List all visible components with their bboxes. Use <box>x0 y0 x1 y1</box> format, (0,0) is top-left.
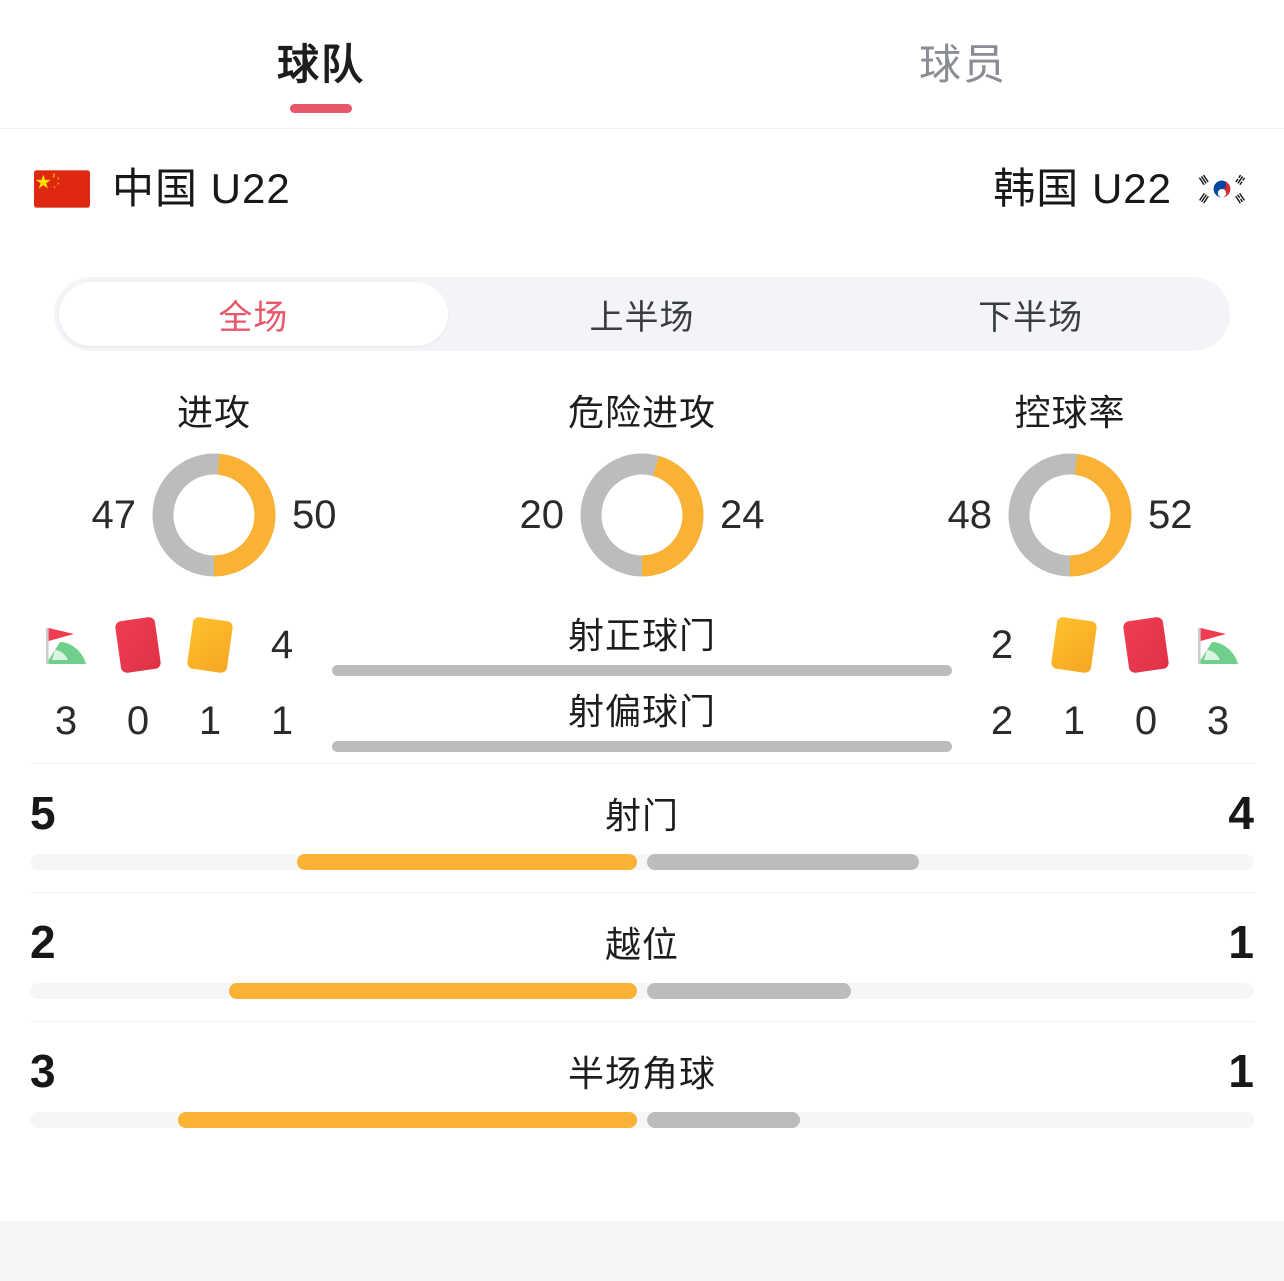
tab-inactive-indicator <box>932 104 994 113</box>
stat-half-corners-bar <box>30 1112 1254 1128</box>
page-footer-spacer <box>0 1221 1284 1281</box>
away-yellow-card-stat: 1 <box>1038 607 1110 759</box>
away-team-name: 韩国 U22 <box>993 165 1172 212</box>
stat-offsides-bar <box>30 983 1254 999</box>
away-red-card-stat: 0 <box>1110 607 1182 759</box>
away-corner-value: 3 <box>1206 699 1230 743</box>
stat-shots-bar <box>30 854 1254 870</box>
yellow-card-icon <box>1050 607 1098 683</box>
shots-on-target-bar <box>332 664 952 676</box>
segment-fulltime[interactable]: 全场 <box>59 282 448 346</box>
home-corner-stat: 3 <box>30 607 102 759</box>
tab-active-indicator <box>290 104 352 113</box>
period-filter-wrap: 全场 上半场 下半场 <box>0 249 1284 351</box>
red-card-icon <box>1122 607 1170 683</box>
donut-possession-title: 控球率 <box>1014 392 1126 433</box>
donut-attacks-away-value: 50 <box>292 492 337 537</box>
discipline-and-shots-block: 3 0 1 4 1 射正球门 <box>0 591 1284 763</box>
tab-player-label: 球员 <box>918 41 1007 88</box>
donut-possession: 控球率 48 52 <box>856 391 1284 577</box>
top-tab-bar: 球队 球员 <box>0 0 1284 129</box>
stat-offsides-away-value: 1 <box>1228 916 1254 968</box>
stat-half-corners-home-value: 3 <box>30 1045 56 1097</box>
stat-offsides-label: 越位 <box>604 924 679 965</box>
stat-row-half-corners: 3 半场角球 1 <box>30 1021 1254 1150</box>
period-segmented-control: 全场 上半场 下半场 <box>54 277 1230 351</box>
stat-shots-home-fill <box>296 854 638 870</box>
south-korea-flag-icon <box>1194 170 1250 208</box>
segment-first-half[interactable]: 上半场 <box>448 282 837 346</box>
donut-dangerous-attacks-title: 危险进攻 <box>567 392 716 433</box>
stat-offsides-home-fill <box>228 983 638 999</box>
segment-second-half-label: 下半场 <box>978 298 1084 337</box>
shots-on-target-row: 射正球门 <box>332 607 952 683</box>
teams-header: 中国 U22 韩国 U22 <box>0 129 1284 249</box>
home-icon-stats: 3 0 1 4 1 <box>30 607 318 759</box>
away-corner-stat: 3 <box>1182 607 1254 759</box>
donut-attacks-home-value: 47 <box>91 492 137 537</box>
corner-flag-icon <box>1190 607 1246 683</box>
red-card-icon <box>114 607 162 683</box>
stat-half-corners-label: 半场角球 <box>567 1053 716 1094</box>
donut-attacks-title: 进攻 <box>176 392 251 433</box>
tab-team-label: 球队 <box>276 41 365 88</box>
stat-half-corners-away-fill <box>646 1112 800 1128</box>
stat-half-corners-home-fill <box>178 1112 638 1128</box>
stat-shots-home-value: 5 <box>30 787 56 839</box>
china-flag-icon <box>34 170 90 208</box>
yellow-card-icon <box>186 607 234 683</box>
home-red-card-stat: 0 <box>102 607 174 759</box>
stat-shots-away-value: 4 <box>1228 787 1254 839</box>
home-shots-off-target-value: 1 <box>270 699 294 743</box>
away-team[interactable]: 韩国 U22 <box>993 165 1250 213</box>
stat-offsides-away-fill <box>646 983 851 999</box>
stat-row-offsides: 2 越位 1 <box>30 892 1254 1021</box>
away-yellow-card-value: 1 <box>1062 699 1086 743</box>
home-red-card-value: 0 <box>126 699 150 743</box>
stat-shots-away-fill <box>646 854 919 870</box>
stat-row-shots: 5 射门 4 <box>30 763 1254 892</box>
segment-fulltime-label: 全场 <box>218 298 289 337</box>
home-shots-on-off-values: 4 1 <box>246 607 318 759</box>
tab-team[interactable]: 球队 <box>0 0 642 113</box>
home-yellow-card-stat: 1 <box>174 607 246 759</box>
donut-dangerous-attacks: 危险进攻 20 24 <box>428 391 856 577</box>
away-shots-on-target-value: 2 <box>990 623 1014 667</box>
shots-off-target-label: 射偏球门 <box>567 690 716 732</box>
donut-dangerous-attacks-home-value: 20 <box>519 492 565 537</box>
donut-dangerous-attacks-away-value: 24 <box>720 492 765 537</box>
away-icon-stats: 2 2 1 0 <box>966 607 1254 759</box>
tab-player[interactable]: 球员 <box>642 0 1284 113</box>
shots-off-target-row: 射偏球门 <box>332 683 952 759</box>
donut-chart-group: 进攻 47 50 危险进攻 20 24 控球率 <box>0 351 1284 591</box>
shots-mini-bars: 射正球门 射偏球门 <box>318 607 966 759</box>
away-red-card-value: 0 <box>1134 699 1158 743</box>
home-corner-value: 3 <box>54 699 78 743</box>
donut-attacks-ring <box>152 453 276 577</box>
split-stat-list: 5 射门 4 2 越位 1 3 半场角球 1 <box>0 763 1284 1221</box>
donut-dangerous-attacks-ring <box>580 453 704 577</box>
donut-possession-away-value: 52 <box>1148 492 1193 537</box>
corner-flag-icon <box>38 607 94 683</box>
stat-offsides-home-value: 2 <box>30 916 56 968</box>
home-team-name: 中国 U22 <box>112 165 291 212</box>
segment-second-half[interactable]: 下半场 <box>836 282 1225 346</box>
shots-on-target-label: 射正球门 <box>567 614 716 656</box>
shots-off-target-bar <box>332 740 952 752</box>
stat-shots-label: 射门 <box>604 795 679 836</box>
home-team[interactable]: 中国 U22 <box>34 165 291 213</box>
away-shots-off-target-value: 2 <box>990 699 1014 743</box>
stat-half-corners-away-value: 1 <box>1228 1045 1254 1097</box>
donut-possession-home-value: 48 <box>947 492 993 537</box>
donut-attacks: 进攻 47 50 <box>0 391 428 577</box>
segment-first-half-label: 上半场 <box>589 298 695 337</box>
home-shots-on-target-value: 4 <box>270 623 294 667</box>
home-yellow-card-value: 1 <box>198 699 222 743</box>
away-shots-on-off-values: 2 2 <box>966 607 1038 759</box>
donut-possession-ring <box>1008 453 1132 577</box>
